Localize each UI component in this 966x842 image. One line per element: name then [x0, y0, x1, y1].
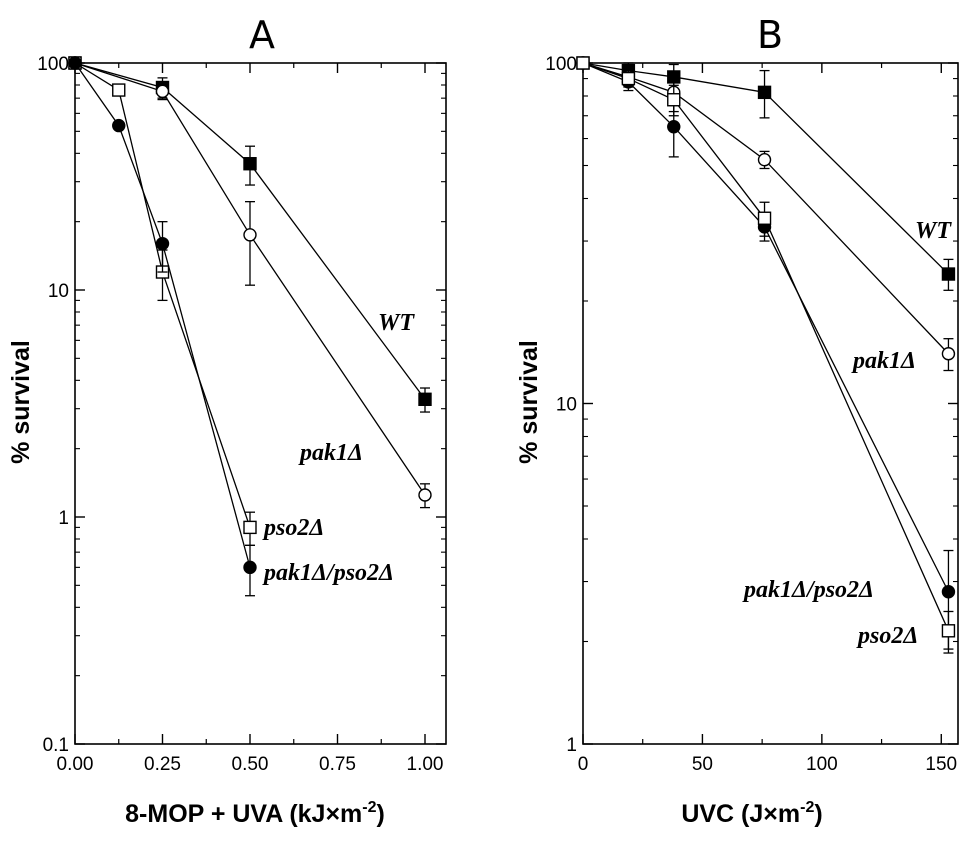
panel-a-chart: A 0.00 0.25 0.50 0.75 1.00 0.1 1 10 100 % surviv… — [7, 13, 447, 828]
panel-a-x-tick-label: 0.50 — [232, 754, 269, 775]
panel-a-x-tick-label: 0.25 — [144, 754, 181, 775]
panel-a-pso2-point — [112, 83, 126, 97]
panel-b-label-pak1: pak1Δ — [851, 348, 916, 374]
panel-b-y-tick-label: 10 — [556, 395, 577, 416]
panel-b-ticks: 0 50 100 150 1 10 100 — [545, 54, 958, 775]
panel-b-pak1-line — [582, 62, 949, 355]
panel-b-pak1-pso2-line — [582, 62, 950, 593]
panel-b-pak1-pso2-point — [941, 585, 956, 599]
panel-a-x-tick-label: 1.00 — [407, 754, 444, 775]
panel-a-wt-point — [418, 392, 432, 406]
panel-b-y-tick-label: 100 — [545, 54, 577, 75]
panel-b-chart: B 0 50 100 150 1 10 100 % survival UVC (J×m-2)… — [515, 13, 959, 828]
panel-a-pso2-point — [243, 520, 257, 535]
panel-a-y-tick-label: 0.1 — [43, 735, 69, 756]
panel-b-pso2-line — [582, 62, 950, 632]
panel-b-x-tick-label: 150 — [925, 754, 957, 775]
panel-a-title: A — [249, 13, 275, 57]
panel-b-pak1-pso2-point — [667, 120, 681, 134]
panel-b-x-tick-label: 50 — [692, 754, 713, 775]
panel-a-plot-frame — [74, 62, 447, 745]
panel-b-y-tick-label: 1 — [566, 735, 577, 756]
panel-b-title: B — [757, 13, 783, 57]
panel-b-pak1-point — [941, 347, 956, 361]
panel-b-pso2-point — [576, 56, 590, 70]
panel-a-x-axis-label: 8-MOP + UVA (kJ×m-2) — [125, 799, 385, 828]
panel-a-pso2-line — [74, 62, 251, 528]
panel-a-label-pak1: pak1Δ — [298, 440, 363, 466]
panel-b-wt-point — [941, 267, 956, 281]
panel-b-label-pso2: pso2Δ — [856, 623, 918, 649]
panel-b-pak1-point — [757, 153, 772, 167]
panel-b-wt-point — [757, 85, 772, 100]
panel-a-pak1-point — [155, 84, 170, 99]
panel-b-pso2-point — [757, 211, 772, 225]
panel-b-x-tick-label: 0 — [578, 754, 589, 775]
panel-b-label-wt: WT — [915, 218, 952, 244]
panel-b-x-tick-label: 100 — [806, 754, 838, 775]
panel-a-wt-line — [74, 62, 426, 400]
panel-b-x-axis-label: UVC (J×m-2) — [681, 799, 822, 828]
panel-b-series — [576, 56, 956, 654]
panel-a-pak1-point — [243, 228, 257, 242]
panel-a-label-pak1-pso2: pak1Δ/pso2Δ — [262, 560, 394, 586]
panel-a-y-tick-label: 10 — [48, 281, 69, 302]
panel-a-pak1-pso2-line — [74, 62, 251, 568]
panel-a-pak1-pso2-point — [68, 56, 82, 70]
panel-a-pak1-pso2-point — [155, 236, 170, 251]
panel-a-pak1-pso2-point — [243, 560, 257, 575]
panel-b-pso2-point — [941, 624, 956, 638]
panel-a-x-tick-label: 0.00 — [57, 754, 94, 775]
panel-a-wt-point — [243, 157, 257, 171]
panel-a-y-tick-label: 1 — [58, 508, 69, 529]
panel-a-label-wt: WT — [378, 310, 415, 336]
panel-a-series — [68, 56, 432, 597]
panel-a-y-tick-label: 100 — [37, 54, 69, 75]
panel-b-y-axis-label: % survival — [515, 340, 543, 464]
panel-a-pak1-pso2-point — [112, 118, 126, 133]
panel-b-pso2-point — [667, 93, 681, 107]
panel-a-pak1-line — [74, 62, 426, 496]
panel-a-ticks: 0.00 0.25 0.50 0.75 1.00 0.1 1 10 100 — [37, 54, 446, 775]
panel-a-label-pso2: pso2Δ — [262, 515, 324, 541]
panel-a-x-tick-label: 0.75 — [319, 754, 356, 775]
panel-b-label-pak1-pso2: pak1Δ/pso2Δ — [742, 577, 874, 603]
panel-b-pso2-point — [621, 71, 636, 86]
panel-a-y-axis-label: % survival — [7, 340, 35, 464]
panel-a-pak1-point — [418, 488, 432, 502]
